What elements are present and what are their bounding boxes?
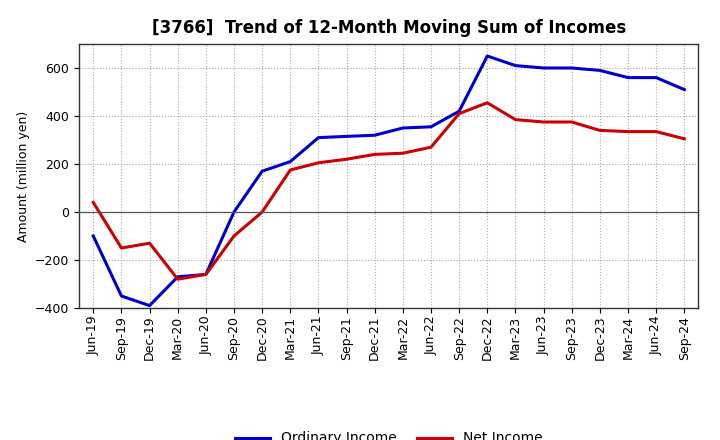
Net Income: [145, 241, 154, 246]
Ordinary Income: [89, 233, 98, 238]
Net Income: [174, 277, 182, 282]
Net Income: [370, 152, 379, 157]
Line: Net Income: Net Income: [94, 103, 684, 279]
Net Income: [89, 200, 98, 205]
Ordinary Income: [314, 135, 323, 140]
Ordinary Income: [174, 274, 182, 279]
Net Income: [483, 100, 492, 106]
Ordinary Income: [427, 124, 436, 129]
Ordinary Income: [483, 53, 492, 59]
Ordinary Income: [624, 75, 632, 80]
Net Income: [539, 119, 548, 125]
Net Income: [511, 117, 520, 122]
Ordinary Income: [652, 75, 660, 80]
Net Income: [427, 145, 436, 150]
Net Income: [624, 129, 632, 134]
Ordinary Income: [511, 63, 520, 68]
Net Income: [652, 129, 660, 134]
Net Income: [567, 119, 576, 125]
Ordinary Income: [117, 293, 126, 299]
Net Income: [286, 167, 294, 172]
Net Income: [230, 233, 238, 238]
Ordinary Income: [230, 209, 238, 215]
Net Income: [258, 209, 266, 215]
Net Income: [680, 136, 688, 141]
Net Income: [595, 128, 604, 133]
Ordinary Income: [399, 125, 408, 131]
Ordinary Income: [455, 109, 464, 114]
Ordinary Income: [202, 272, 210, 277]
Ordinary Income: [370, 132, 379, 138]
Net Income: [117, 246, 126, 251]
Ordinary Income: [286, 159, 294, 164]
Net Income: [399, 150, 408, 156]
Ordinary Income: [258, 169, 266, 174]
Y-axis label: Amount (million yen): Amount (million yen): [17, 110, 30, 242]
Legend: Ordinary Income, Net Income: Ordinary Income, Net Income: [229, 426, 549, 440]
Net Income: [314, 160, 323, 165]
Ordinary Income: [145, 303, 154, 308]
Line: Ordinary Income: Ordinary Income: [94, 56, 684, 306]
Ordinary Income: [539, 66, 548, 71]
Net Income: [455, 111, 464, 116]
Net Income: [342, 157, 351, 162]
Ordinary Income: [595, 68, 604, 73]
Ordinary Income: [567, 66, 576, 71]
Ordinary Income: [342, 134, 351, 139]
Title: [3766]  Trend of 12-Month Moving Sum of Incomes: [3766] Trend of 12-Month Moving Sum of I…: [152, 19, 626, 37]
Ordinary Income: [680, 87, 688, 92]
Net Income: [202, 272, 210, 277]
